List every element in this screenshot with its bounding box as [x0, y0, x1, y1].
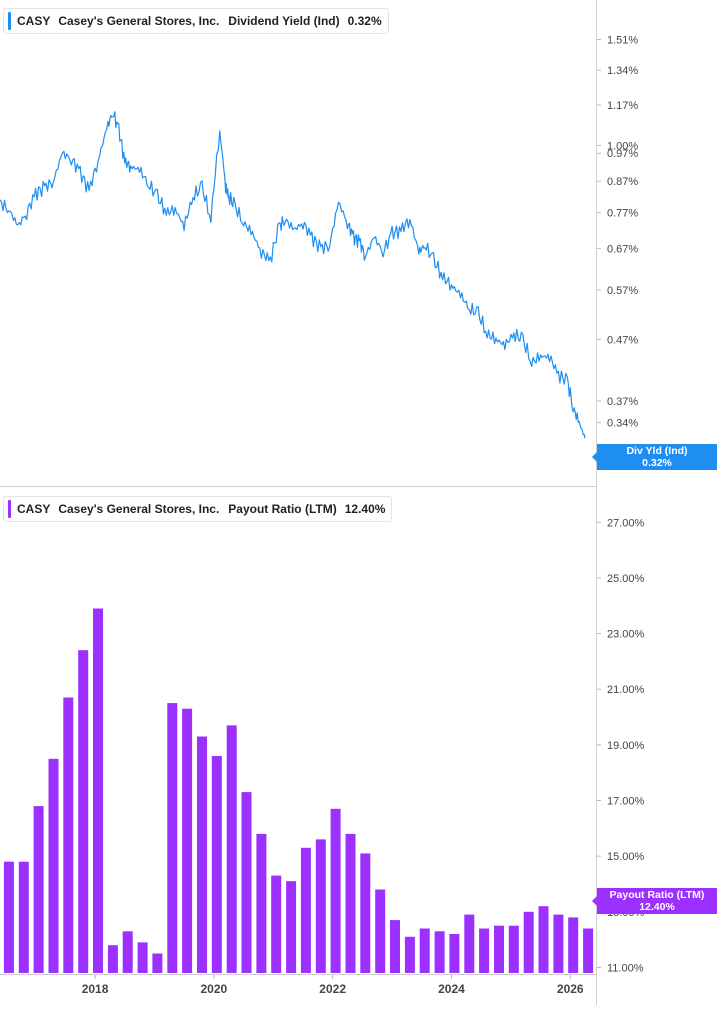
payout-ratio-bars: [3, 608, 594, 973]
flag-label: Payout Ratio (LTM): [609, 889, 705, 901]
payout-ratio-bar: [583, 928, 594, 973]
series-color-swatch: [8, 12, 11, 30]
payout-ratio-bar: [271, 875, 282, 973]
payout-ratio-bar: [464, 914, 475, 973]
payout-ratio-bar: [286, 881, 297, 973]
payout-ratio-bar: [211, 756, 222, 973]
y-tick-label: 0.37%: [607, 396, 638, 408]
flag-value: 0.32%: [642, 457, 672, 469]
company-label: Casey's General Stores, Inc.: [58, 502, 220, 516]
y-tick-label: 25.00%: [607, 573, 645, 585]
series-color-swatch: [8, 500, 11, 518]
y-tick-label: 11.00%: [607, 962, 644, 974]
y-tick-label: 0.87%: [607, 176, 638, 188]
dividend-yield-legend: CASY Casey's General Stores, Inc. Divide…: [3, 8, 389, 34]
x-tick-label: 2018: [82, 982, 109, 996]
payout-ratio-bar: [360, 853, 371, 973]
dividend-yield-value-flag: Div Yld (Ind) 0.32%: [592, 444, 717, 470]
payout-ratio-bar: [167, 703, 178, 973]
payout-ratio-bar: [553, 914, 564, 973]
dividend-yield-line: [0, 111, 586, 439]
payout-ratio-bar: [508, 925, 519, 973]
payout-ratio-bar: [345, 833, 356, 973]
payout-ratio-bar: [226, 725, 237, 973]
payout-ratio-bar: [48, 758, 59, 973]
payout-ratio-bar: [390, 920, 400, 973]
x-tick-label: 2024: [438, 982, 465, 996]
payout-ratio-legend: CASY Casey's General Stores, Inc. Payout…: [3, 496, 393, 522]
payout-ratio-bar: [479, 928, 490, 973]
payout-ratio-ticks: 27.00% 25.00% 23.00% 21.00% 19.00% 17.00% 15.0…: [596, 517, 645, 974]
y-tick-label: 1.17%: [607, 100, 638, 112]
payout-ratio-bar: [523, 911, 534, 973]
y-tick-label: 23.00%: [607, 629, 645, 641]
flag-value: 12.40%: [639, 901, 675, 913]
metric-value: 12.40%: [344, 502, 386, 516]
y-tick-label: 0.67%: [607, 243, 638, 255]
payout-ratio-bar: [78, 650, 89, 973]
y-tick-label: 1.00%: [607, 140, 638, 152]
payout-ratio-bar: [63, 697, 74, 973]
y-tick-label: 1.34%: [607, 65, 638, 77]
payout-ratio-bar: [107, 945, 118, 973]
payout-ratio-bar: [33, 806, 44, 973]
ticker-label: CASY: [17, 502, 51, 516]
payout-ratio-bar: [197, 736, 207, 973]
year-ticks: 2018 2020 2022 2024 2026: [82, 974, 584, 996]
payout-ratio-bar: [182, 708, 193, 973]
payout-ratio-bar: [494, 925, 504, 973]
payout-ratio-bar: [538, 906, 549, 973]
payout-ratio-bar: [93, 608, 103, 973]
ticker-label: CASY: [17, 14, 51, 28]
payout-ratio-bar: [300, 847, 311, 973]
payout-ratio-bar: [434, 931, 445, 973]
metric-value: 0.32%: [347, 14, 382, 28]
payout-ratio-bar: [152, 953, 163, 973]
y-tick-label: 17.00%: [607, 795, 645, 807]
payout-ratio-bar: [241, 792, 252, 973]
payout-ratio-bar: [404, 936, 415, 973]
y-tick-label: 15.00%: [607, 851, 645, 863]
y-tick-label: 0.57%: [607, 285, 638, 297]
y-tick-label: 0.77%: [607, 208, 638, 220]
payout-ratio-bar: [18, 861, 29, 973]
x-tick-label: 2022: [319, 982, 346, 996]
y-tick-label: 21.00%: [607, 684, 645, 696]
payout-ratio-bar: [137, 942, 148, 973]
metric-label: Dividend Yield (Ind): [228, 14, 340, 28]
company-label: Casey's General Stores, Inc.: [58, 14, 220, 28]
y-tick-label: 0.34%: [607, 418, 638, 430]
payout-ratio-value-flag: Payout Ratio (LTM) 12.40%: [592, 888, 717, 914]
payout-ratio-bar: [568, 917, 579, 973]
payout-ratio-bar: [3, 861, 14, 973]
payout-ratio-bar: [449, 934, 460, 973]
payout-ratio-bar: [315, 839, 326, 973]
flag-label: Div Yld (Ind): [626, 445, 688, 457]
y-tick-label: 27.00%: [607, 517, 645, 529]
y-tick-label: 0.97%: [607, 148, 638, 160]
y-tick-label: 0.47%: [607, 335, 638, 347]
payout-ratio-bar: [122, 931, 133, 973]
y-tick-label: 19.00%: [607, 740, 645, 752]
payout-ratio-bar: [330, 808, 341, 973]
dividend-yield-line-group: [0, 111, 586, 439]
payout-ratio-bar: [256, 833, 267, 973]
x-tick-label: 2026: [557, 982, 584, 996]
payout-ratio-bar: [419, 928, 430, 973]
x-tick-label: 2020: [200, 982, 227, 996]
payout-ratio-bar: [375, 889, 386, 973]
dividend-yield-ticks: 1.51% 1.34% 1.17% 1.00%0.97% 0.87% 0.77% 0.67%…: [596, 34, 638, 471]
metric-label: Payout Ratio (LTM): [228, 502, 337, 516]
y-tick-label: 1.51%: [607, 34, 638, 46]
